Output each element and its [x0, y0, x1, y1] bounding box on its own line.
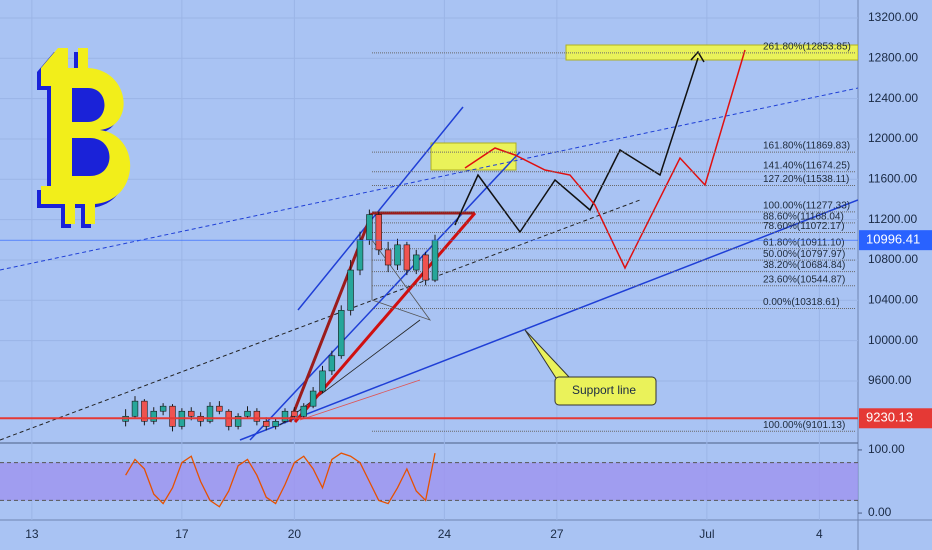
y-tick-label: 13200.00 — [868, 10, 918, 24]
x-tick-label: 27 — [550, 527, 564, 541]
candle-body — [272, 421, 279, 427]
marks: 261.80%(12853.85) 161.80%(11869.83) 141.40… — [0, 41, 858, 432]
fib-label: 100.00%(9101.13) — [763, 420, 845, 431]
fib-label: 0.00%(10318.61) — [763, 297, 840, 308]
candle-body — [347, 269, 354, 311]
price-label-box — [859, 408, 932, 429]
candle-body — [403, 244, 411, 271]
fib-label: 50.00%(10797.97) — [763, 249, 845, 260]
x-tick-label: 17 — [175, 527, 189, 541]
x-tick-label: 20 — [288, 527, 302, 541]
callout-pointer — [524, 329, 572, 379]
candle-body — [234, 415, 242, 427]
candle-body — [309, 390, 317, 407]
fib-label: 100.00%(11277.33) — [763, 200, 850, 211]
axis-area — [858, 0, 932, 550]
y-tick-label: 12000.00 — [868, 131, 918, 145]
y-tick-label: 0.00 — [868, 505, 892, 519]
candle-body — [150, 410, 157, 422]
y-tick-label: 11600.00 — [868, 171, 917, 185]
candle-body — [253, 410, 261, 422]
fib-label: 38.20%(10684.84) — [763, 260, 845, 271]
candle-body — [319, 370, 326, 392]
candle-body — [244, 410, 251, 417]
fib-label: 78.60%(11072.17) — [763, 221, 845, 232]
candle-body — [263, 421, 270, 427]
callout-text: Support line — [572, 383, 636, 397]
oscillator-line — [125, 452, 436, 508]
y-tick-label: 10400.00 — [868, 292, 918, 306]
triangle — [371, 238, 432, 321]
channel-line — [249, 151, 521, 441]
candle-body — [356, 239, 364, 271]
candle-body — [141, 400, 148, 422]
candle-body — [375, 214, 382, 251]
candle-body — [422, 254, 429, 281]
candle-body — [206, 405, 214, 422]
candle-body — [338, 310, 345, 357]
candle-body — [159, 405, 167, 412]
fib-label: 127.20%(11538.11) — [763, 174, 849, 185]
candle-body — [169, 405, 176, 427]
fib-label: 61.80%(10911.10) — [763, 237, 845, 248]
candle-body — [328, 355, 336, 372]
trend-line — [0, 87, 858, 271]
channel-line — [297, 106, 464, 311]
candle-body — [366, 214, 373, 241]
x-tick-label: 4 — [816, 527, 823, 541]
x-tick-label: 24 — [438, 527, 452, 541]
candle-body — [431, 239, 439, 281]
candle-body — [216, 405, 223, 412]
fib-label: 88.60%(11168.04) — [763, 211, 844, 222]
y-tick-label: 12800.00 — [868, 50, 918, 64]
y-tick-label: 10800.00 — [868, 252, 918, 266]
support-line — [239, 199, 858, 441]
fib-label: 141.40%(11674.25) — [763, 160, 850, 171]
y-tick-label: 12400.00 — [868, 91, 918, 105]
candle-body — [384, 249, 392, 266]
candle-body — [394, 244, 401, 266]
price-label: 9230.13 — [866, 410, 913, 425]
y-tick-label: 10000.00 — [868, 333, 918, 347]
candle-body — [413, 254, 420, 271]
candle-body — [131, 400, 139, 417]
trend-line — [0, 199, 641, 441]
candle-body — [291, 410, 298, 417]
price-label: 10996.41 — [866, 232, 920, 247]
price-label-box — [859, 230, 932, 251]
target-box — [430, 142, 517, 171]
x-tick-label: Jul — [699, 527, 714, 541]
y-tick-label: 9600.00 — [868, 373, 912, 387]
x-tick-label: 13 — [25, 527, 39, 541]
candle-body — [300, 405, 307, 417]
bitcoin-logo — [37, 48, 131, 228]
fib-label: 161.80%(11869.83) — [763, 141, 850, 152]
fib-label: 23.60%(10544.87) — [763, 274, 845, 285]
trend-line — [299, 379, 421, 421]
candle-body — [188, 410, 195, 417]
projection-path — [454, 57, 699, 234]
y-tick-label: 11200.00 — [868, 212, 917, 226]
candle-body — [281, 410, 289, 422]
callout-box — [554, 376, 657, 406]
fib-label: 261.80%(12853.85) — [763, 41, 851, 52]
arrow-head — [690, 50, 705, 63]
oscillator-pane: 100.00 0.00 — [0, 442, 905, 519]
y-tick-label: 100.00 — [868, 442, 905, 456]
